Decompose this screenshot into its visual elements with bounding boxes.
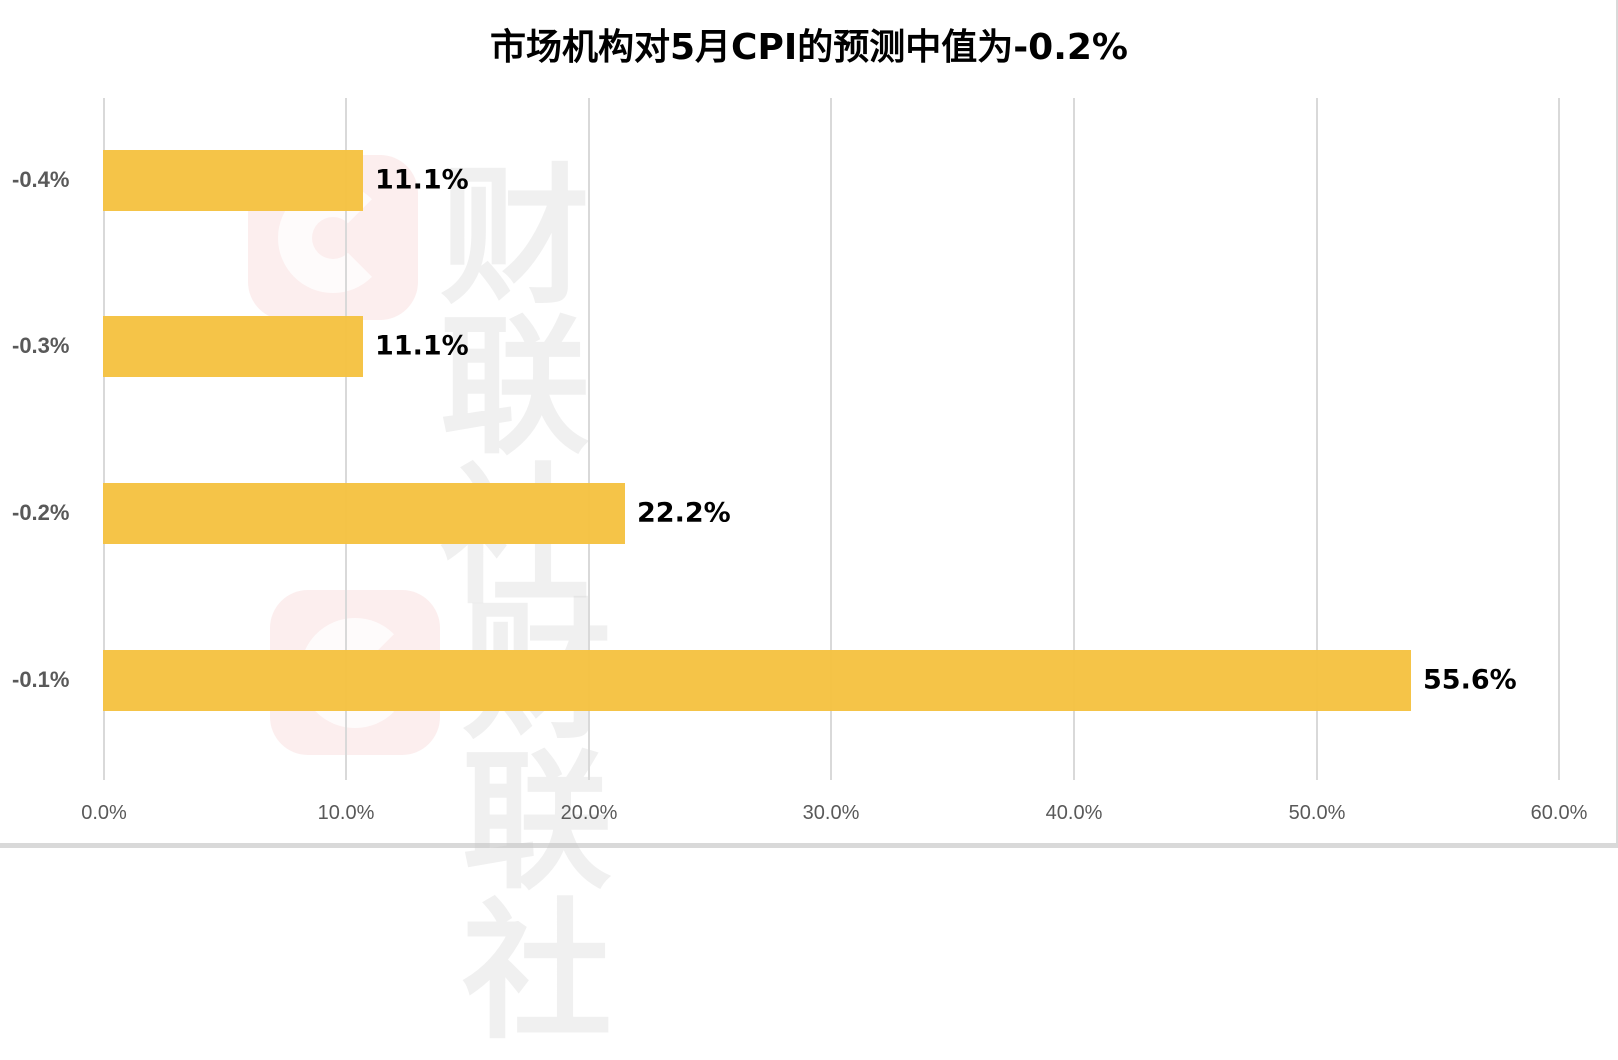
bar-minus-0-1 [103,650,1411,711]
gridline [1316,98,1318,780]
y-axis-label: -0.3% [12,333,70,358]
gridline [1558,98,1560,780]
bar-value-label: 11.1% [375,330,469,362]
x-axis-tick: 10.0% [317,802,375,824]
gridline [103,98,105,780]
gridline [830,98,832,780]
y-axis-label: -0.4% [12,167,70,192]
gridline [588,98,590,780]
x-axis-tick: 20.0% [560,802,618,824]
x-axis-tick: 30.0% [802,802,860,824]
chart-title: 市场机构对5月CPI的预测中值为-0.2% [489,27,1129,68]
bar-value-label: 55.6% [1423,664,1517,696]
gridline [1073,98,1075,780]
y-axis-label: -0.2% [12,500,70,525]
bar-minus-0-2 [103,483,625,544]
bar-minus-0-4 [103,150,363,211]
gridline [345,98,347,780]
x-axis-tick: 40.0% [1045,802,1103,824]
plot-area: 11.1% 11.1% 22.2% 55.6% [103,98,1560,780]
x-axis-tick: 60.0% [1530,802,1588,824]
bar-value-label: 11.1% [375,164,469,196]
x-axis-tick: 50.0% [1288,802,1346,824]
bar-value-label: 22.2% [637,497,731,529]
bar-minus-0-3 [103,316,363,377]
chart-frame [0,0,1618,848]
y-axis-label: -0.1% [12,667,70,692]
x-axis-tick: 0.0% [81,802,127,824]
